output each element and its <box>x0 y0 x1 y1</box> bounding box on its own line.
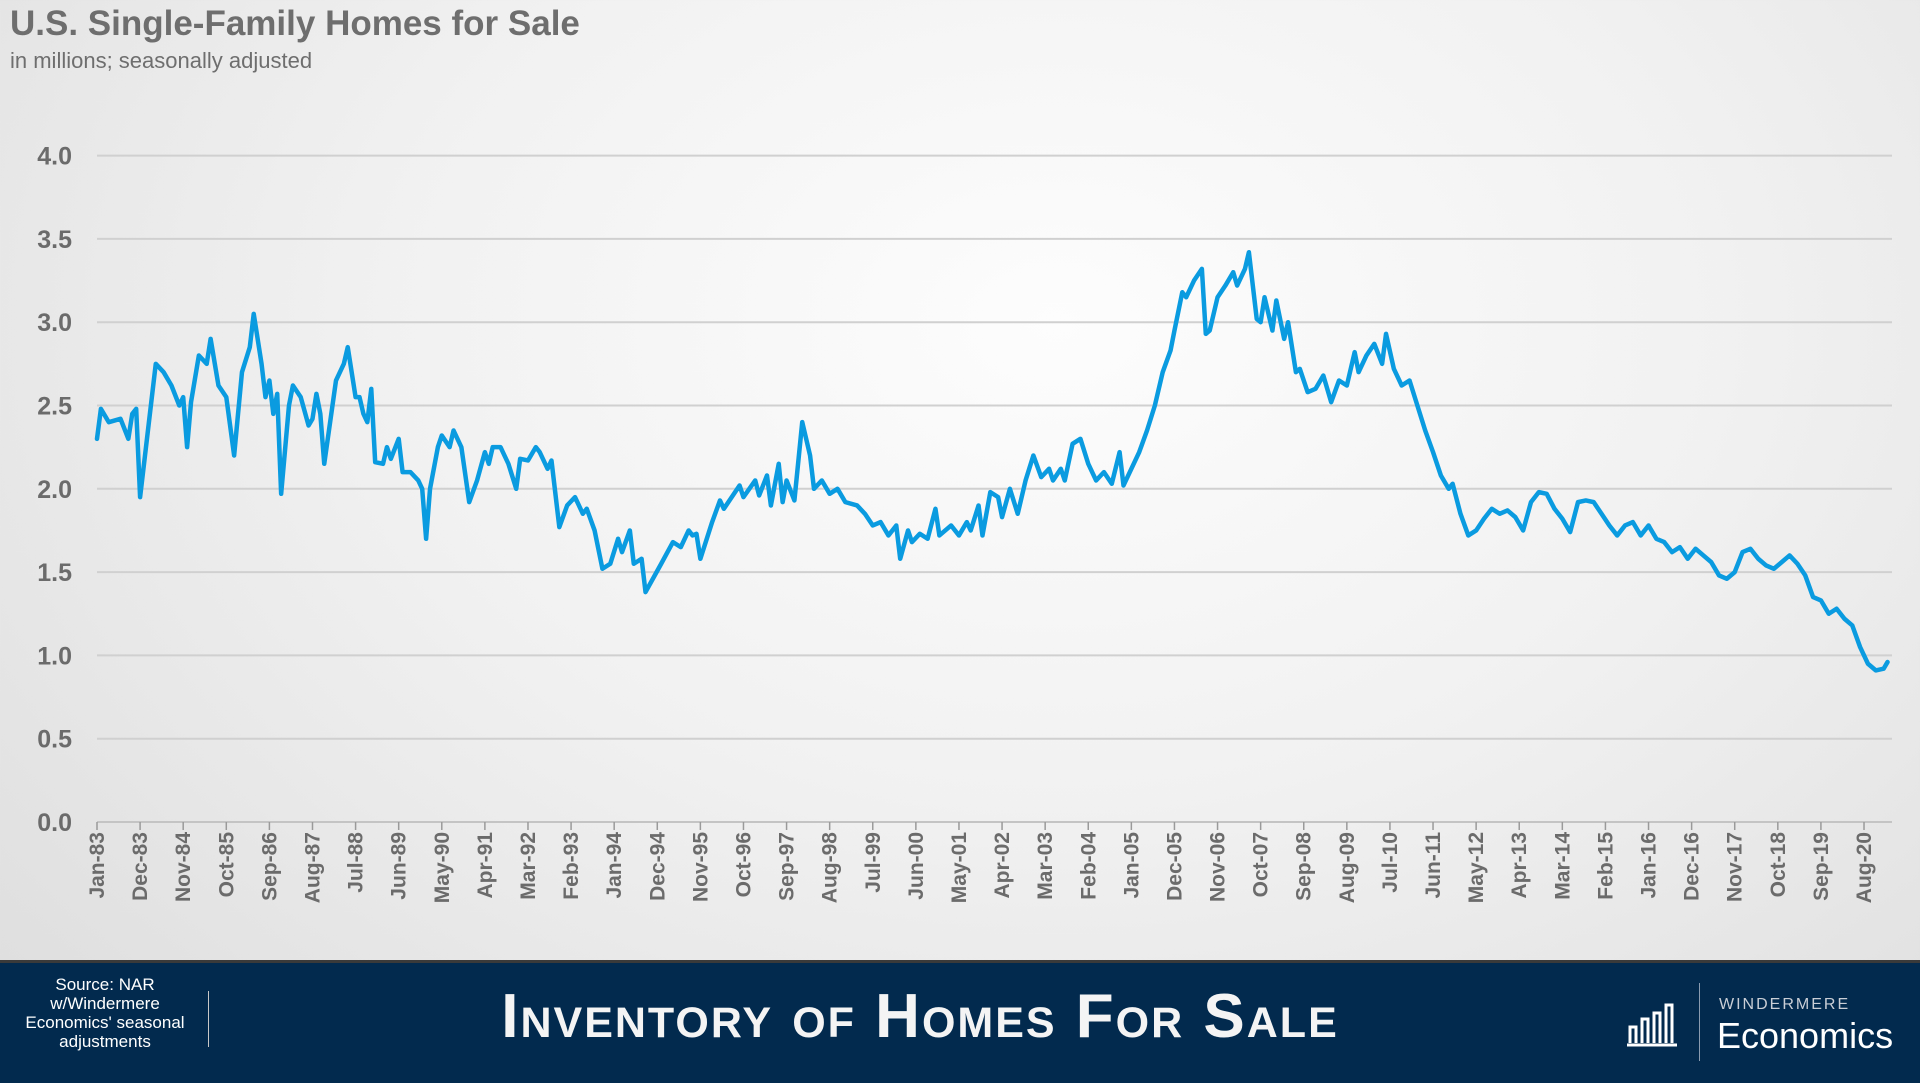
x-tick-label: Mar-92 <box>517 832 540 900</box>
x-tick-label: Feb-15 <box>1594 832 1617 900</box>
x-tick-label: Jun-11 <box>1422 832 1445 899</box>
x-tick-label: Jan-16 <box>1638 832 1661 899</box>
x-tick-label: Jun-89 <box>388 832 411 900</box>
logo-divider <box>1699 983 1700 1061</box>
source-note: Source: NAR w/Windermere Economics' seas… <box>25 975 185 1051</box>
y-tick-label: 3.0 <box>37 309 72 337</box>
y-axis: 0.0 0.5 1.0 1.5 2.0 2.5 3.0 3.5 4.0 <box>37 143 72 837</box>
x-tick-label: May-90 <box>431 832 454 903</box>
x-axis: Jan-83 Dec-83 Nov-84 Oct-85 Sep-86 Aug-87 Jul-… <box>86 822 1876 903</box>
x-tick-label: Nov-17 <box>1724 832 1747 902</box>
x-tick-label: Jul-10 <box>1379 832 1402 893</box>
x-tick-label: Dec-94 <box>646 832 669 901</box>
x-tick-label: Apr-13 <box>1508 832 1531 899</box>
x-tick-label: Oct-07 <box>1250 832 1273 897</box>
footer-banner: Source: NAR w/Windermere Economics' seas… <box>0 960 1920 1083</box>
x-tick-label: Apr-02 <box>991 832 1014 899</box>
x-tick-label: Mar-14 <box>1551 832 1574 900</box>
x-tick-label: Jun-00 <box>905 832 928 900</box>
x-tick-label: Feb-93 <box>560 832 583 900</box>
series <box>97 252 1888 670</box>
x-tick-label: Dec-83 <box>129 832 152 901</box>
y-tick-label: 3.5 <box>37 226 72 254</box>
slide-title: Inventory of Homes For Sale <box>210 981 1630 1052</box>
x-tick-label: Nov-06 <box>1207 832 1230 902</box>
x-tick-label: Sep-86 <box>258 832 281 901</box>
x-tick-label: Apr-91 <box>474 832 497 899</box>
brand-name: WINDERMERE <box>1719 996 1850 1014</box>
x-tick-label: Sep-19 <box>1810 832 1833 901</box>
x-tick-label: Dec-16 <box>1681 832 1704 901</box>
x-tick-label: Mar-03 <box>1034 832 1057 900</box>
y-tick-label: 1.0 <box>37 642 72 670</box>
x-tick-label: Oct-85 <box>215 832 238 898</box>
x-tick-label: Sep-08 <box>1293 832 1316 901</box>
x-tick-label: Jul-99 <box>862 832 885 893</box>
x-tick-label: Aug-20 <box>1853 832 1876 903</box>
x-tick-label: May-12 <box>1465 832 1488 903</box>
y-tick-label: 2.0 <box>37 476 72 504</box>
x-tick-label: Jan-83 <box>86 832 109 899</box>
y-tick-label: 0.5 <box>37 726 72 754</box>
x-tick-label: May-01 <box>948 832 971 904</box>
y-tick-label: 4.0 <box>37 143 72 171</box>
series-line <box>97 252 1888 670</box>
x-tick-label: Jan-94 <box>603 832 626 899</box>
x-tick-label: Jul-88 <box>345 832 368 893</box>
y-tick-label: 1.5 <box>37 559 72 587</box>
line-chart: 0.0 0.5 1.0 1.5 2.0 2.5 3.0 3.5 4.0 Jan-83 Dec-83… <box>0 0 1920 960</box>
x-tick-label: Aug-98 <box>819 832 842 903</box>
y-tick-label: 2.5 <box>37 393 72 421</box>
bar-chart-icon <box>1625 1003 1681 1047</box>
x-tick-label: Aug-87 <box>301 832 324 903</box>
brand-economics: Economics <box>1717 1015 1893 1057</box>
x-tick-label: Nov-95 <box>689 832 712 902</box>
x-tick-label: Dec-05 <box>1163 832 1186 901</box>
y-tick-label: 0.0 <box>37 809 72 837</box>
gridlines <box>97 156 1892 822</box>
x-tick-label: Nov-84 <box>172 832 195 902</box>
x-tick-label: Oct-96 <box>732 832 755 897</box>
divider <box>208 991 209 1047</box>
x-tick-label: Aug-09 <box>1336 832 1359 903</box>
x-tick-label: Feb-04 <box>1077 832 1100 900</box>
x-tick-label: Jan-05 <box>1120 832 1143 899</box>
x-tick-label: Oct-18 <box>1767 832 1790 898</box>
x-tick-label: Sep-97 <box>776 832 799 901</box>
